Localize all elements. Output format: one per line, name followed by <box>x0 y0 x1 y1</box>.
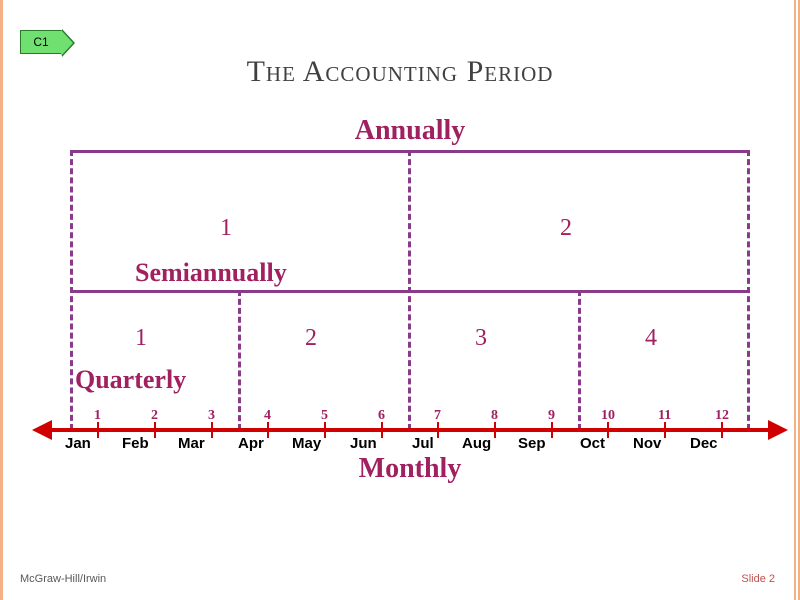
month-name-3: Mar <box>178 435 205 452</box>
tick-6 <box>381 422 383 438</box>
q-num-4: 4 <box>645 325 657 352</box>
tick-8 <box>494 422 496 438</box>
month-name-5: May <box>292 435 321 452</box>
tick-2 <box>154 422 156 438</box>
slide-border-left <box>0 0 3 600</box>
month-num-9: 9 <box>548 408 555 424</box>
month-name-11: Nov <box>633 435 661 452</box>
month-num-8: 8 <box>491 408 498 424</box>
month-name-10: Oct <box>580 435 605 452</box>
tick-7 <box>437 422 439 438</box>
month-name-1: Jan <box>65 435 91 452</box>
monthly-label: Monthly <box>70 453 750 485</box>
tick-1 <box>97 422 99 438</box>
month-num-6: 6 <box>378 408 385 424</box>
tick-9 <box>551 422 553 438</box>
month-num-7: 7 <box>434 408 441 424</box>
q-num-3: 3 <box>475 325 487 352</box>
month-name-7: Jul <box>412 435 434 452</box>
semi-num-1: 1 <box>220 215 232 242</box>
page-title: The Accounting Period <box>0 55 800 89</box>
month-num-4: 4 <box>264 408 271 424</box>
month-name-6: Jun <box>350 435 377 452</box>
timeline-line <box>50 428 770 432</box>
month-num-2: 2 <box>151 408 158 424</box>
month-num-3: 3 <box>208 408 215 424</box>
tick-3 <box>211 422 213 438</box>
month-num-11: 11 <box>658 408 671 424</box>
tick-4 <box>267 422 269 438</box>
slide-border-right <box>794 0 800 600</box>
tick-5 <box>324 422 326 438</box>
timeline-arrow-left <box>32 420 52 440</box>
month-num-5: 5 <box>321 408 328 424</box>
tick-10 <box>607 422 609 438</box>
month-name-4: Apr <box>238 435 264 452</box>
semi-mid-dash <box>408 150 411 430</box>
month-num-10: 10 <box>601 408 615 424</box>
month-num-1: 1 <box>94 408 101 424</box>
month-num-12: 12 <box>715 408 729 424</box>
q-num-2: 2 <box>305 325 317 352</box>
accounting-period-diagram: Annually 1 2 Semiannually 1 2 3 4 Quarte… <box>70 150 750 470</box>
month-name-8: Aug <box>462 435 491 452</box>
q-num-1: 1 <box>135 325 147 352</box>
month-name-9: Sep <box>518 435 546 452</box>
month-name-12: Dec <box>690 435 718 452</box>
objective-badge-label: C1 <box>33 35 48 49</box>
semi-num-2: 2 <box>560 215 572 242</box>
semiannually-label: Semiannually <box>135 258 287 288</box>
tick-12 <box>721 422 723 438</box>
q-dash-1 <box>238 290 241 430</box>
q-dash-3 <box>578 290 581 430</box>
footer-publisher: McGraw-Hill/Irwin <box>20 573 106 585</box>
quarterly-label: Quarterly <box>75 365 186 395</box>
tick-11 <box>664 422 666 438</box>
objective-badge: C1 <box>20 30 62 54</box>
month-name-2: Feb <box>122 435 149 452</box>
timeline-arrow-right <box>768 420 788 440</box>
annually-label: Annually <box>70 115 750 147</box>
footer-slide-number: Slide 2 <box>741 573 775 585</box>
